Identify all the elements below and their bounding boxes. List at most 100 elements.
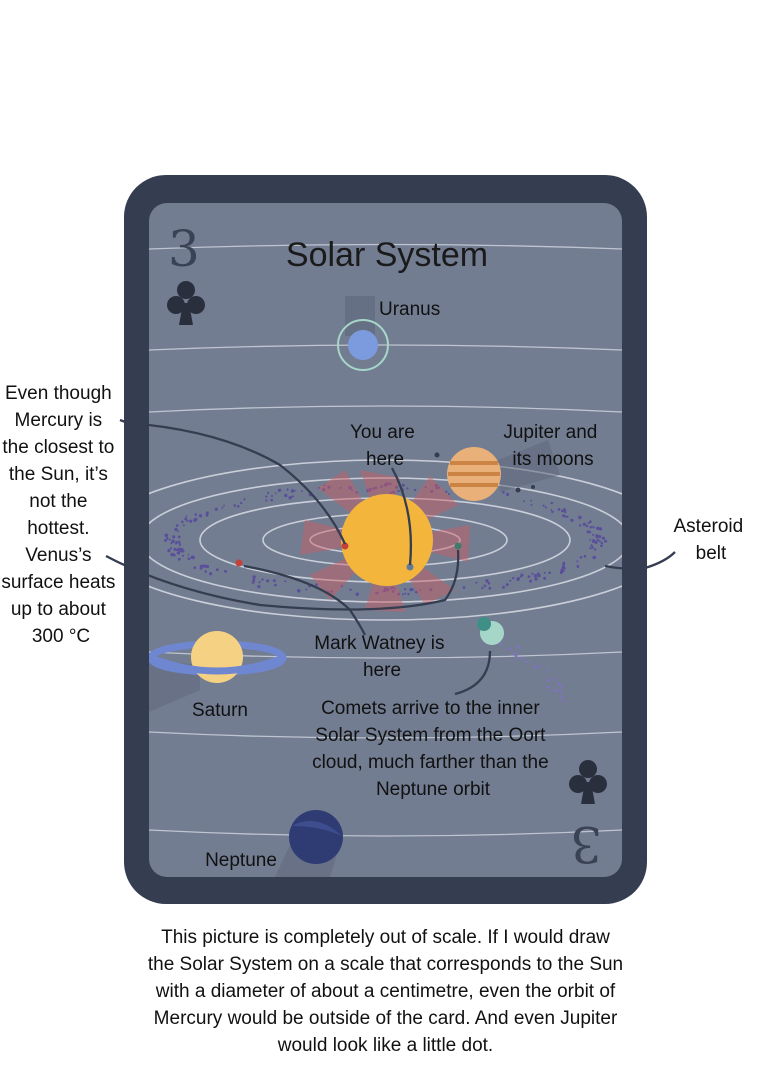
asteroid-dot bbox=[509, 579, 512, 582]
asteroid-dot bbox=[374, 486, 378, 490]
leader-lines bbox=[105, 418, 676, 696]
uranus bbox=[348, 330, 378, 360]
comet-tail-dot bbox=[559, 684, 563, 688]
asteroid-dot bbox=[591, 546, 594, 549]
asteroid-dot bbox=[590, 544, 593, 547]
jupiter-bands bbox=[448, 461, 500, 487]
asteroid-dot bbox=[265, 499, 268, 502]
asteroid-dot bbox=[271, 495, 273, 497]
asteroid-dot bbox=[170, 542, 173, 545]
uranus-label: Uranus bbox=[379, 299, 440, 320]
asteroid-dot bbox=[199, 564, 203, 568]
asteroid-dot bbox=[604, 539, 608, 543]
asteroid-dot bbox=[274, 492, 277, 495]
asteroid-dot bbox=[529, 579, 533, 583]
asteroid-dot bbox=[485, 579, 489, 583]
asteroid-dot bbox=[177, 557, 181, 561]
asteroid-dot bbox=[394, 485, 399, 489]
asteroid-dot bbox=[322, 488, 326, 492]
asteroid-dot bbox=[189, 519, 193, 523]
asteroid-dot bbox=[251, 581, 255, 584]
jupiter-moon bbox=[531, 485, 535, 489]
asteroid-dot bbox=[579, 556, 583, 559]
asteroid-dot bbox=[512, 576, 515, 580]
asteroid-dot bbox=[592, 526, 595, 529]
asteroid-dot bbox=[595, 541, 598, 544]
asteroid-dot bbox=[445, 490, 448, 493]
asteroid-dot bbox=[277, 488, 282, 492]
asteroid-dot bbox=[601, 536, 606, 540]
asteroid-dot bbox=[330, 590, 334, 593]
asteroid-dot bbox=[177, 547, 181, 552]
asteroid-dot bbox=[391, 590, 395, 593]
asteroid-dot bbox=[488, 586, 492, 590]
asteroid-dot bbox=[520, 573, 524, 577]
you-are-here-label: You are here bbox=[350, 422, 420, 470]
asteroid-dot bbox=[564, 510, 567, 514]
asteroid-dot bbox=[186, 519, 189, 522]
asteroid-dot bbox=[406, 487, 409, 490]
asteroid-dot bbox=[536, 573, 540, 576]
asteroid-dot bbox=[530, 499, 533, 502]
asteroid-dot bbox=[462, 586, 466, 589]
asteroid-dot bbox=[419, 589, 422, 592]
asteroid-dot bbox=[187, 557, 191, 561]
asteroid-dot bbox=[596, 526, 600, 530]
comet-tail-dot bbox=[546, 685, 550, 689]
asteroid-dot bbox=[585, 524, 589, 528]
asteroid-dot bbox=[174, 527, 178, 532]
asteroid-dot bbox=[586, 530, 590, 534]
asteroid-dot bbox=[414, 590, 418, 594]
asteroid-dot bbox=[563, 567, 566, 570]
asteroid-dot bbox=[502, 585, 505, 589]
asteroid-dot bbox=[404, 592, 407, 595]
asteroid-dot bbox=[177, 530, 180, 533]
comet-tail-dot bbox=[557, 682, 561, 685]
asteroid-dot bbox=[533, 574, 538, 578]
asteroid-dot bbox=[384, 587, 387, 590]
asteroid-dot bbox=[593, 548, 597, 551]
comet-tail-dot bbox=[500, 642, 503, 646]
asteroid-dot bbox=[542, 504, 545, 507]
asteroid-dot bbox=[393, 587, 396, 590]
comet-tail-dot bbox=[514, 658, 516, 661]
asteroid-dot bbox=[430, 490, 434, 493]
asteroid-dot bbox=[339, 486, 342, 489]
asteroid-dot bbox=[351, 489, 353, 492]
mars-dot bbox=[235, 559, 243, 567]
asteroid-dot bbox=[209, 572, 213, 576]
asteroid-dot bbox=[327, 485, 331, 489]
comet-tail-dot bbox=[525, 660, 528, 663]
rank-top: 3 bbox=[168, 220, 200, 278]
asteroid-dot bbox=[323, 484, 326, 487]
asteroid-dot bbox=[587, 522, 590, 525]
mercury-note: Even though Mercury is the closest to th… bbox=[1, 383, 120, 647]
asteroid-dot bbox=[258, 581, 261, 584]
asteroid-dot bbox=[164, 538, 167, 542]
club-icon bbox=[167, 281, 205, 325]
asteroid-dot bbox=[411, 588, 415, 591]
asteroid-dot bbox=[589, 526, 592, 529]
comets-label: Comets arrive to the inner Solar System … bbox=[312, 698, 554, 800]
asteroid-dot bbox=[543, 571, 546, 574]
caption-line: This picture is completely out of scale.… bbox=[161, 927, 610, 948]
asteroid-dot bbox=[173, 547, 177, 551]
asteroid-dot bbox=[171, 552, 174, 555]
asteroid-dot bbox=[288, 496, 292, 500]
asteroid-dot bbox=[168, 538, 171, 541]
asteroid-dot bbox=[204, 570, 207, 573]
asteroid-dot bbox=[401, 483, 405, 487]
comet-tail-dot bbox=[554, 688, 558, 693]
asteroid-dot bbox=[297, 589, 301, 593]
asteroid-dot bbox=[591, 539, 596, 543]
comet-tail-dot bbox=[527, 661, 530, 664]
asteroid-dot bbox=[566, 515, 569, 518]
asteroid-dot bbox=[205, 513, 209, 517]
comet-core bbox=[477, 617, 491, 631]
asteroid-dot bbox=[376, 591, 379, 595]
asteroid-dot bbox=[505, 583, 509, 587]
asteroid-dot bbox=[291, 495, 294, 498]
asteroid-dot bbox=[576, 565, 580, 569]
saturn-label: Saturn bbox=[192, 700, 248, 721]
